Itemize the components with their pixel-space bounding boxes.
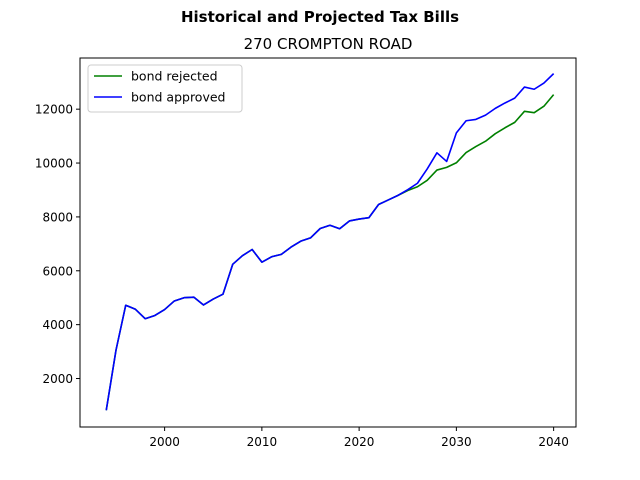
chart-title: 270 CROMPTON ROAD — [244, 35, 413, 53]
legend-label: bond approved — [131, 90, 225, 105]
series-line-bond-rejected — [105, 94, 555, 411]
x-tick-label: 2040 — [538, 435, 569, 449]
y-tick-label: 6000 — [42, 264, 73, 278]
x-axis: 2000 2010 2020 2030 2040 — [149, 427, 569, 449]
series-line-bond-approved — [105, 73, 555, 411]
y-tick-label: 4000 — [42, 318, 73, 332]
legend: bond rejected bond approved — [87, 64, 243, 113]
legend-label: bond rejected — [131, 69, 218, 84]
x-tick-label: 2020 — [344, 435, 375, 449]
series-layer — [105, 73, 555, 411]
y-axis: 2000 4000 6000 8000 10000 12000 — [35, 103, 80, 386]
y-tick-label: 2000 — [42, 372, 73, 386]
x-tick-label: 2010 — [247, 435, 278, 449]
y-tick-label: 12000 — [35, 103, 73, 117]
legend-box — [87, 64, 243, 113]
axes-frame — [79, 57, 577, 428]
x-tick-label: 2030 — [441, 435, 472, 449]
y-tick-label: 10000 — [35, 157, 73, 171]
x-tick-label: 2000 — [149, 435, 180, 449]
chart-suptitle: Historical and Projected Tax Bills — [181, 8, 459, 26]
y-tick-label: 8000 — [42, 210, 73, 224]
